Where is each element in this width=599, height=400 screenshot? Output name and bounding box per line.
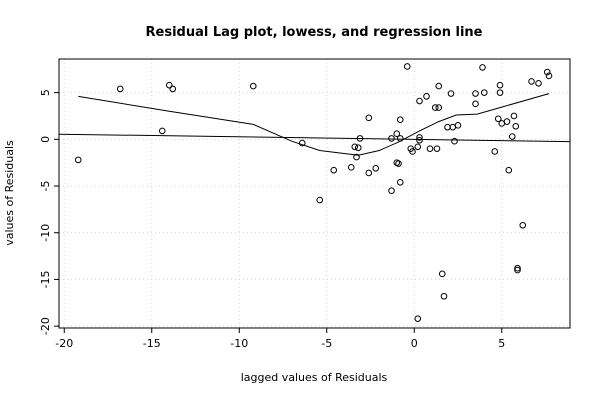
data-point [396, 116, 404, 124]
y-tick-label: -10 [39, 224, 52, 242]
data-point [494, 115, 502, 123]
data-point [528, 78, 535, 85]
data-point [347, 164, 355, 171]
data-point [435, 104, 443, 111]
data-point [505, 166, 513, 174]
data-point [409, 148, 416, 155]
data-point [426, 145, 434, 152]
data-point [451, 137, 458, 145]
data-point [535, 79, 542, 87]
y-tick-label: 5 [39, 89, 52, 96]
data-point [356, 135, 364, 142]
data-point [519, 221, 527, 229]
data-point [416, 97, 423, 105]
data-point [316, 196, 324, 204]
data-point [395, 160, 402, 167]
data-point [435, 82, 443, 90]
data-point [351, 143, 359, 151]
lowess-curve [78, 93, 550, 156]
data-point [372, 164, 380, 172]
chart-title: Residual Lag plot, lowess, and regressio… [146, 25, 483, 40]
regression-line [58, 133, 571, 143]
data-point [433, 145, 441, 152]
data-point [514, 266, 521, 274]
data-point [165, 81, 173, 89]
data-point [512, 122, 520, 130]
data-point [353, 153, 360, 161]
scatter-points [74, 63, 553, 322]
data-point [116, 85, 124, 93]
data-point [298, 139, 306, 147]
data-point [388, 187, 395, 194]
data-point [423, 93, 430, 100]
data-point [496, 89, 504, 96]
data-point [393, 130, 401, 138]
x-tick-label: -5 [321, 337, 332, 350]
data-point [440, 292, 448, 300]
y-tick-label: -20 [39, 317, 52, 335]
data-point [491, 148, 499, 155]
x-tick-label: -15 [143, 337, 161, 350]
data-point [438, 270, 446, 278]
data-point [480, 89, 488, 96]
data-point [414, 315, 422, 322]
data-point [158, 127, 166, 135]
y-tick-label: -5 [39, 181, 52, 192]
data-point [479, 64, 486, 71]
y-tick-label: 0 [39, 136, 52, 143]
data-point [416, 134, 423, 141]
data-point [503, 118, 511, 125]
x-axis-label: lagged values of Residuals [241, 371, 388, 384]
data-point [396, 135, 404, 142]
lowess-curve-group [78, 93, 550, 156]
data-point [543, 68, 551, 76]
data-point [365, 169, 373, 177]
data-point [472, 100, 479, 108]
grid [59, 59, 570, 328]
data-point [74, 156, 82, 164]
data-point [496, 81, 504, 89]
data-point [414, 143, 422, 151]
data-point [396, 178, 404, 186]
y-axis: -20 -15 -10 -5 0 5 [39, 89, 59, 335]
y-tick-label: -15 [39, 270, 52, 288]
data-point [354, 144, 362, 152]
data-point [403, 63, 411, 70]
data-point [388, 135, 395, 142]
data-point [454, 122, 462, 129]
data-point [514, 264, 521, 272]
plot-frame [58, 58, 571, 329]
data-point [330, 166, 338, 174]
data-point [510, 112, 518, 120]
x-tick-label: 5 [498, 337, 505, 350]
x-tick-label: -20 [55, 337, 73, 350]
data-point [416, 136, 423, 144]
data-point [431, 104, 439, 111]
data-point [249, 82, 257, 90]
data-point [447, 90, 455, 97]
data-point [365, 114, 373, 122]
data-point [545, 72, 553, 80]
x-tick-label: 0 [411, 337, 418, 350]
data-point [169, 85, 177, 93]
regression-line-group [58, 133, 571, 143]
x-tick-label: -10 [230, 337, 248, 350]
y-axis-label: values of Residuals [3, 140, 16, 246]
x-axis: -20 -15 -10 -5 0 5 [55, 328, 505, 350]
data-point [508, 133, 516, 140]
data-point [472, 90, 479, 97]
